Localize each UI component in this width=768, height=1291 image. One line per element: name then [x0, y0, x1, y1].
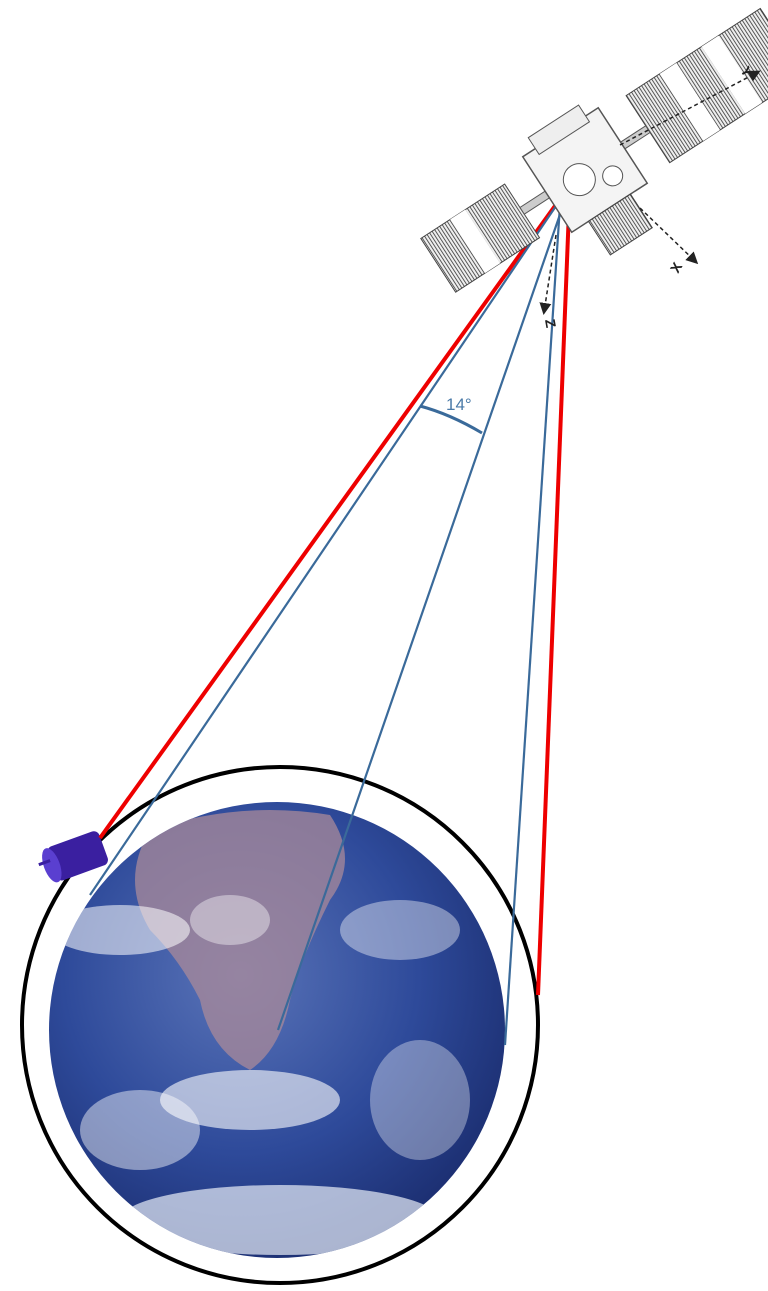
- earth: [49, 802, 505, 1258]
- angle-label: 14°: [446, 395, 472, 414]
- axis-z-label: Z: [542, 318, 559, 330]
- sight-lines: [89, 183, 572, 1046]
- axes: [539, 70, 761, 315]
- satellite: [420, 7, 768, 293]
- small-spacecraft: [38, 831, 108, 883]
- axis-x-label: X: [667, 259, 686, 276]
- angle-arc: [419, 404, 483, 435]
- orbit: [20, 765, 540, 1285]
